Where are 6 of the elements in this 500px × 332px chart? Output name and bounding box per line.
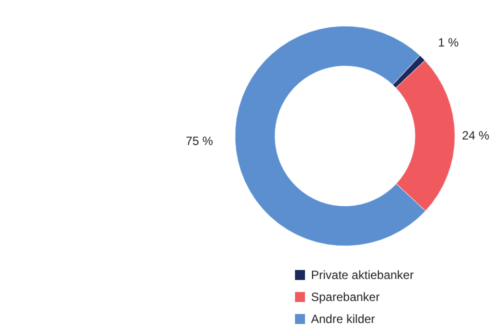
legend-label: Sparebanker	[311, 290, 380, 304]
data-label: 1 %	[438, 35, 459, 50]
legend-label: Private aktiebanker	[311, 268, 414, 282]
data-label: 24 %	[462, 128, 490, 143]
legend-label: Andre kilder	[311, 312, 376, 326]
data-label: 75 %	[186, 134, 214, 148]
